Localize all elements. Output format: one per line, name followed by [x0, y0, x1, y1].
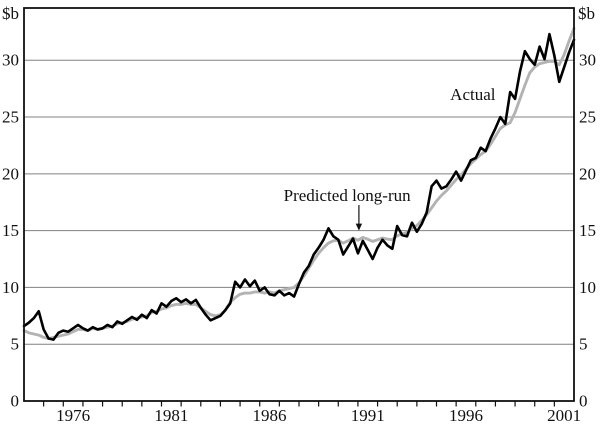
x-axis-tick-label: 1981 — [154, 406, 188, 425]
y-axis-tick-label-right: 10 — [579, 278, 596, 297]
y-axis-tick-label-left: 0 — [11, 392, 20, 411]
y-axis-tick-label-right: 20 — [579, 164, 596, 183]
plot-frame — [23, 7, 575, 402]
annotation-arrow-head-predicted — [355, 223, 363, 231]
x-axis-tick-label: 1996 — [449, 406, 483, 425]
annotation-label-predicted: Predicted long-run — [284, 186, 411, 205]
y-axis-tick-label-right: 0 — [579, 392, 588, 411]
y-axis-tick-label-right: 25 — [579, 108, 596, 127]
y-axis-tick-label-left: 15 — [2, 221, 19, 240]
series-line-predicted-long-run — [22, 27, 576, 340]
x-axis-tick-label: 1986 — [253, 406, 287, 425]
y-axis-tick-label-left: 25 — [2, 108, 19, 127]
y-axis-tick-label-right: 15 — [579, 221, 596, 240]
y-axis-tick-label-left: 5 — [11, 335, 20, 354]
series-line-actual — [22, 32, 576, 341]
y-axis-unit-label-left: $b — [2, 4, 19, 23]
y-axis-tick-label-left: 10 — [2, 278, 19, 297]
y-axis-tick-label-right: 30 — [579, 51, 596, 70]
x-axis-tick-label: 2001 — [547, 406, 581, 425]
y-axis-tick-label-left: 30 — [2, 51, 19, 70]
x-axis-tick-label: 1991 — [351, 406, 385, 425]
annotation-label-actual: Actual — [450, 85, 496, 104]
y-axis-tick-label-right: 5 — [579, 335, 588, 354]
y-axis-tick-label-left: 20 — [2, 164, 19, 183]
x-axis-tick-label: 1976 — [56, 406, 90, 425]
y-axis-unit-label-right: $b — [578, 4, 595, 23]
